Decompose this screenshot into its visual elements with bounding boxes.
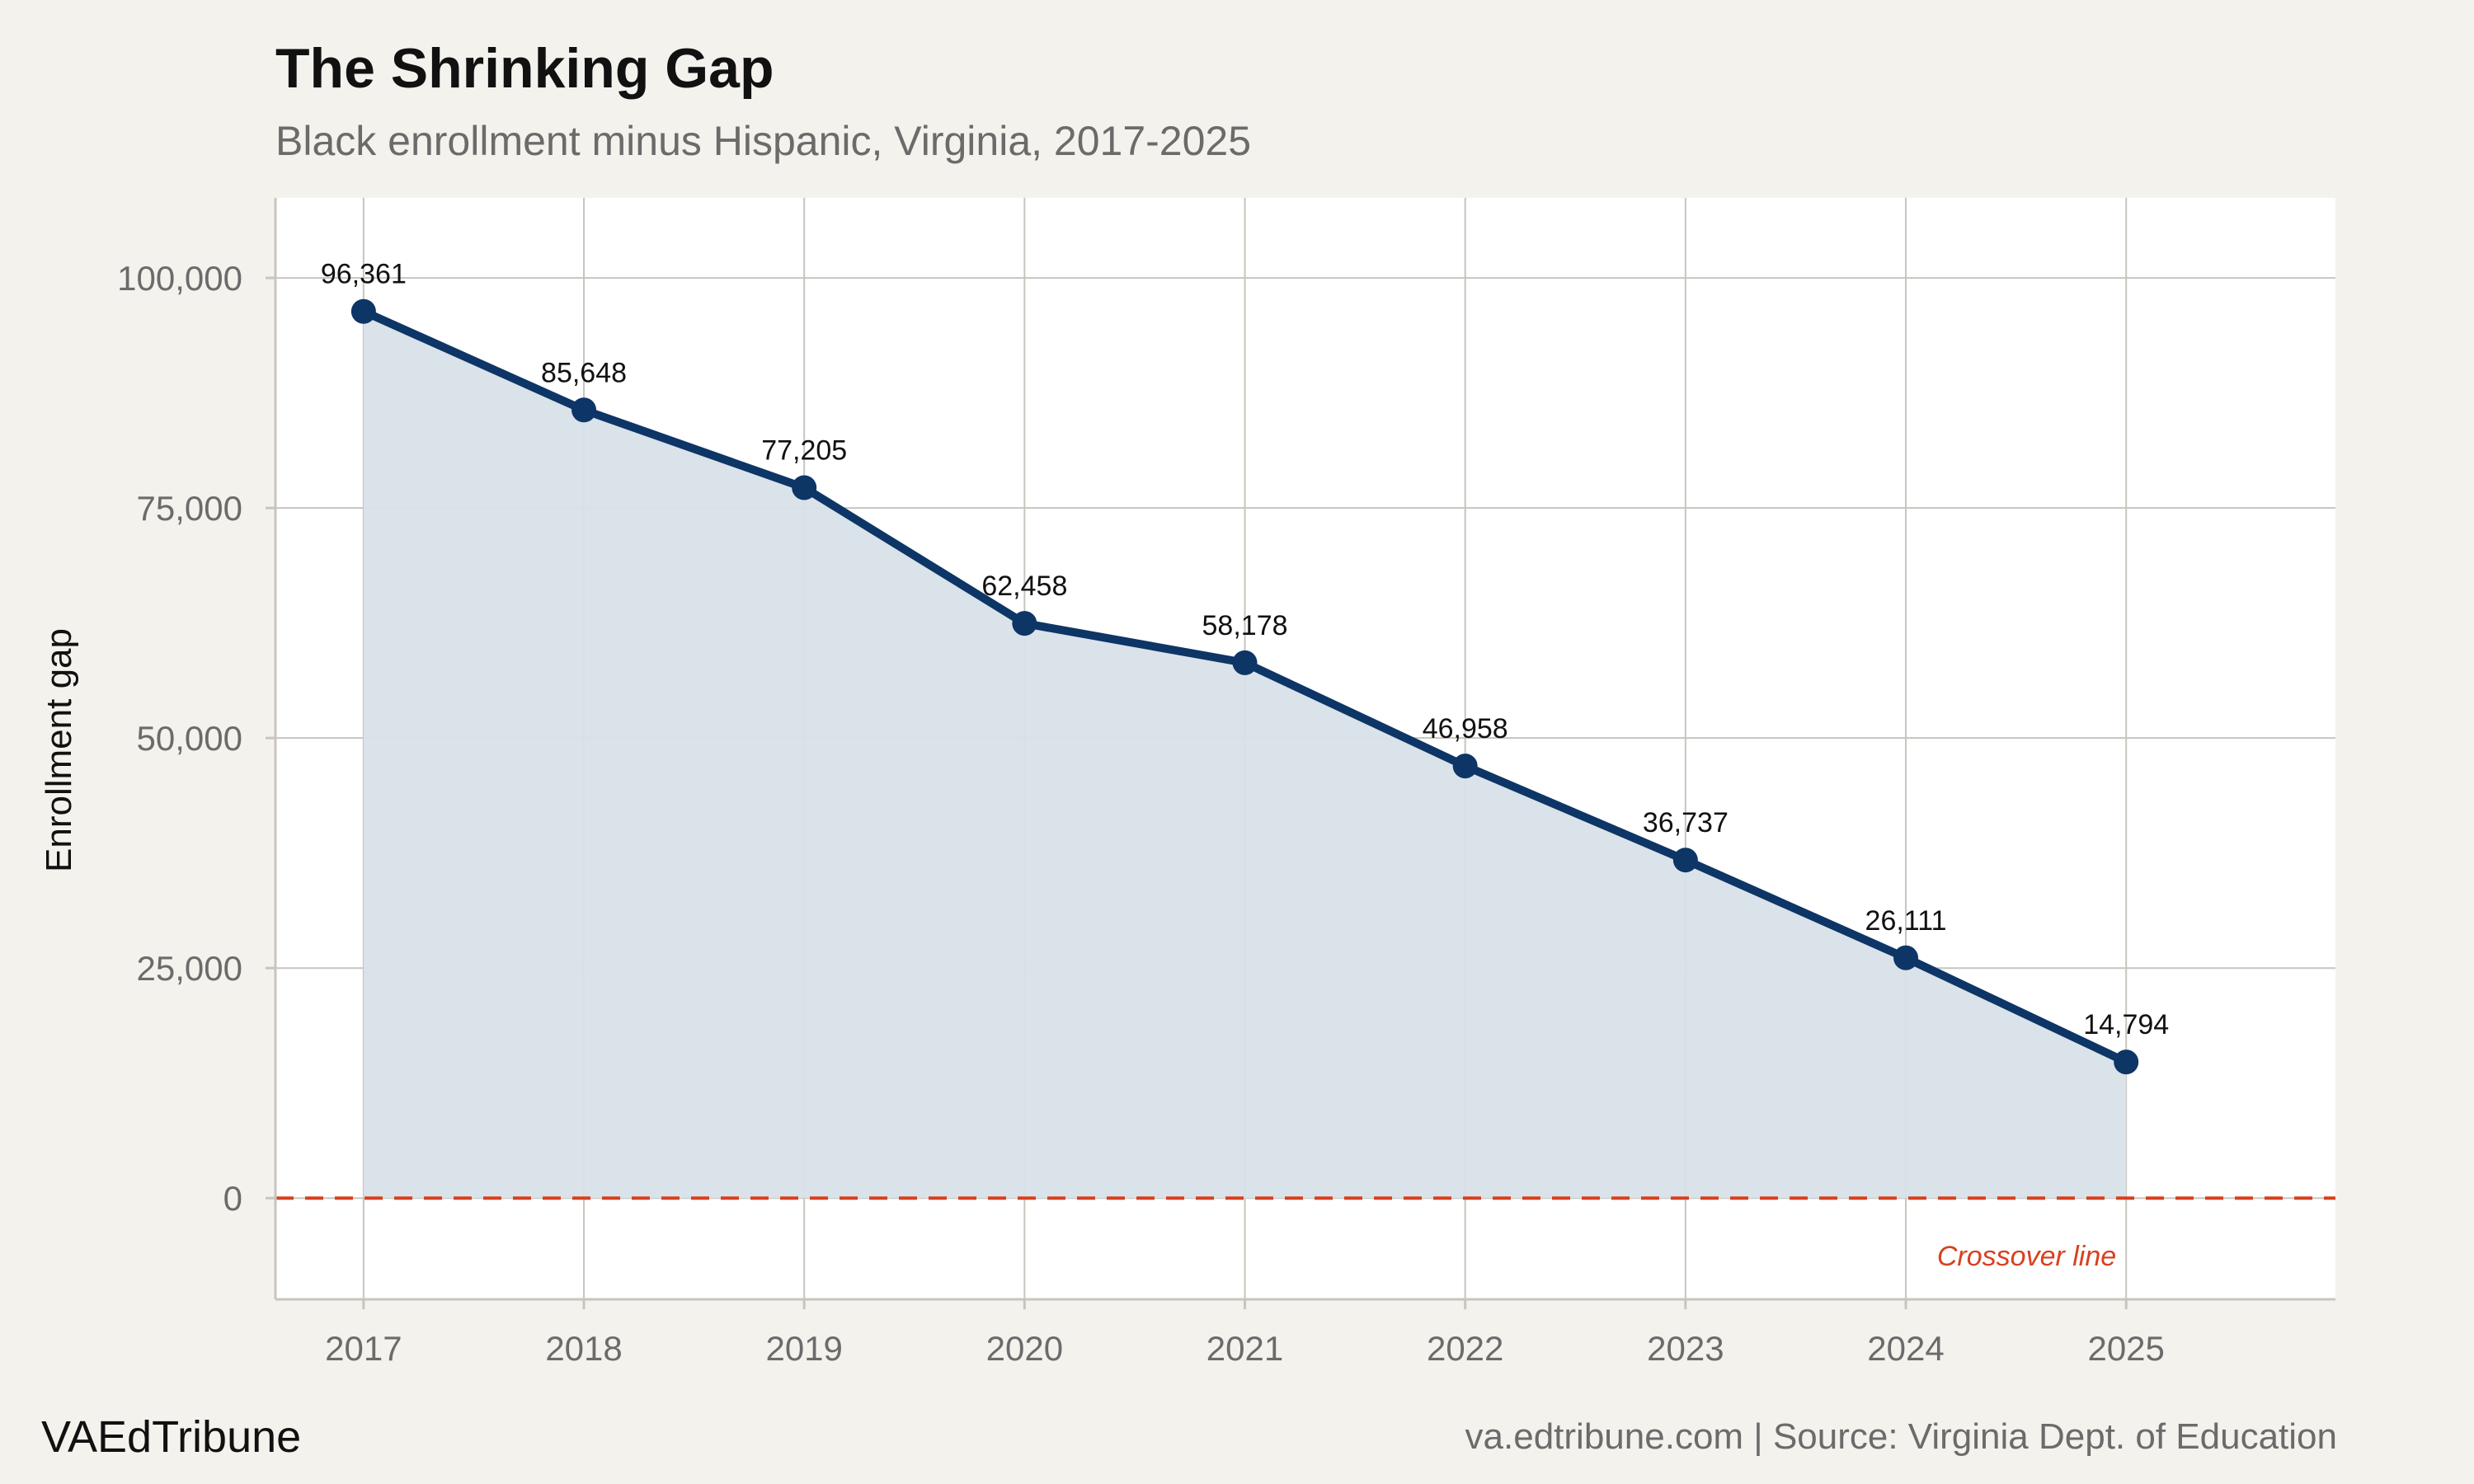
data-label-2024: 26,111	[1865, 905, 1947, 937]
data-point-2021	[1232, 650, 1258, 675]
x-tick-label-2021: 2021	[1206, 1329, 1283, 1368]
chart-title: The Shrinking Gap	[275, 37, 774, 100]
source-credit: va.edtribune.com | Source: Virginia Dept…	[1465, 1416, 2337, 1457]
data-point-2023	[1672, 848, 1698, 873]
x-tick-label-2020: 2020	[986, 1329, 1063, 1368]
crossover-line-label: Crossover line	[1937, 1241, 2116, 1272]
point-layer	[350, 298, 2139, 1075]
data-point-2025	[2114, 1050, 2139, 1075]
x-tick-label-2023: 2023	[1647, 1329, 1724, 1368]
data-label-2025: 14,794	[2083, 1009, 2169, 1040]
data-label-2020: 62,458	[981, 571, 1067, 602]
data-label-2023: 36,737	[1643, 807, 1729, 838]
data-label-2018: 85,648	[541, 357, 627, 388]
x-tick-label-2024: 2024	[1867, 1329, 1944, 1368]
x-tick-label-2022: 2022	[1427, 1329, 1503, 1368]
x-tick-label-2025: 2025	[2087, 1329, 2164, 1368]
y-tick-label-0: 0	[223, 1179, 242, 1218]
x-tick-label-2019: 2019	[765, 1329, 842, 1368]
data-label-2019: 77,205	[761, 435, 847, 467]
area-layer	[363, 311, 2127, 1199]
data-label-layer: 96,361 85,648 77,205 62,458 58,178 46,958 36,7…	[321, 259, 2169, 1040]
chart-subtitle: Black enrollment minus Hispanic, Virgini…	[275, 118, 1252, 164]
data-label-2022: 46,958	[1423, 713, 1508, 744]
data-point-2018	[571, 397, 597, 423]
y-tick-label-50000: 50,000	[137, 719, 242, 758]
x-tick-label-2017: 2017	[325, 1329, 402, 1368]
data-point-2024	[1893, 945, 1919, 970]
data-point-2019	[792, 475, 817, 500]
y-tick-label-25000: 25,000	[137, 949, 242, 988]
y-tick-label-100000: 100,000	[117, 259, 242, 298]
x-tick-label-2018: 2018	[545, 1329, 622, 1368]
y-tick-label-75000: 75,000	[137, 489, 242, 528]
y-axis-title: Enrollment gap	[39, 628, 79, 872]
axis-layer: 0 25,000 50,000 75,000 100,000 2017 2018 2019 20…	[117, 198, 2335, 1368]
data-point-2022	[1452, 754, 1478, 779]
data-point-2020	[1012, 611, 1037, 636]
data-point-2017	[350, 298, 376, 324]
area-fill	[363, 311, 2127, 1199]
brand-name: VAEdTribune	[41, 1412, 302, 1462]
data-label-2021: 58,178	[1202, 610, 1288, 641]
data-label-2017: 96,361	[321, 259, 407, 290]
